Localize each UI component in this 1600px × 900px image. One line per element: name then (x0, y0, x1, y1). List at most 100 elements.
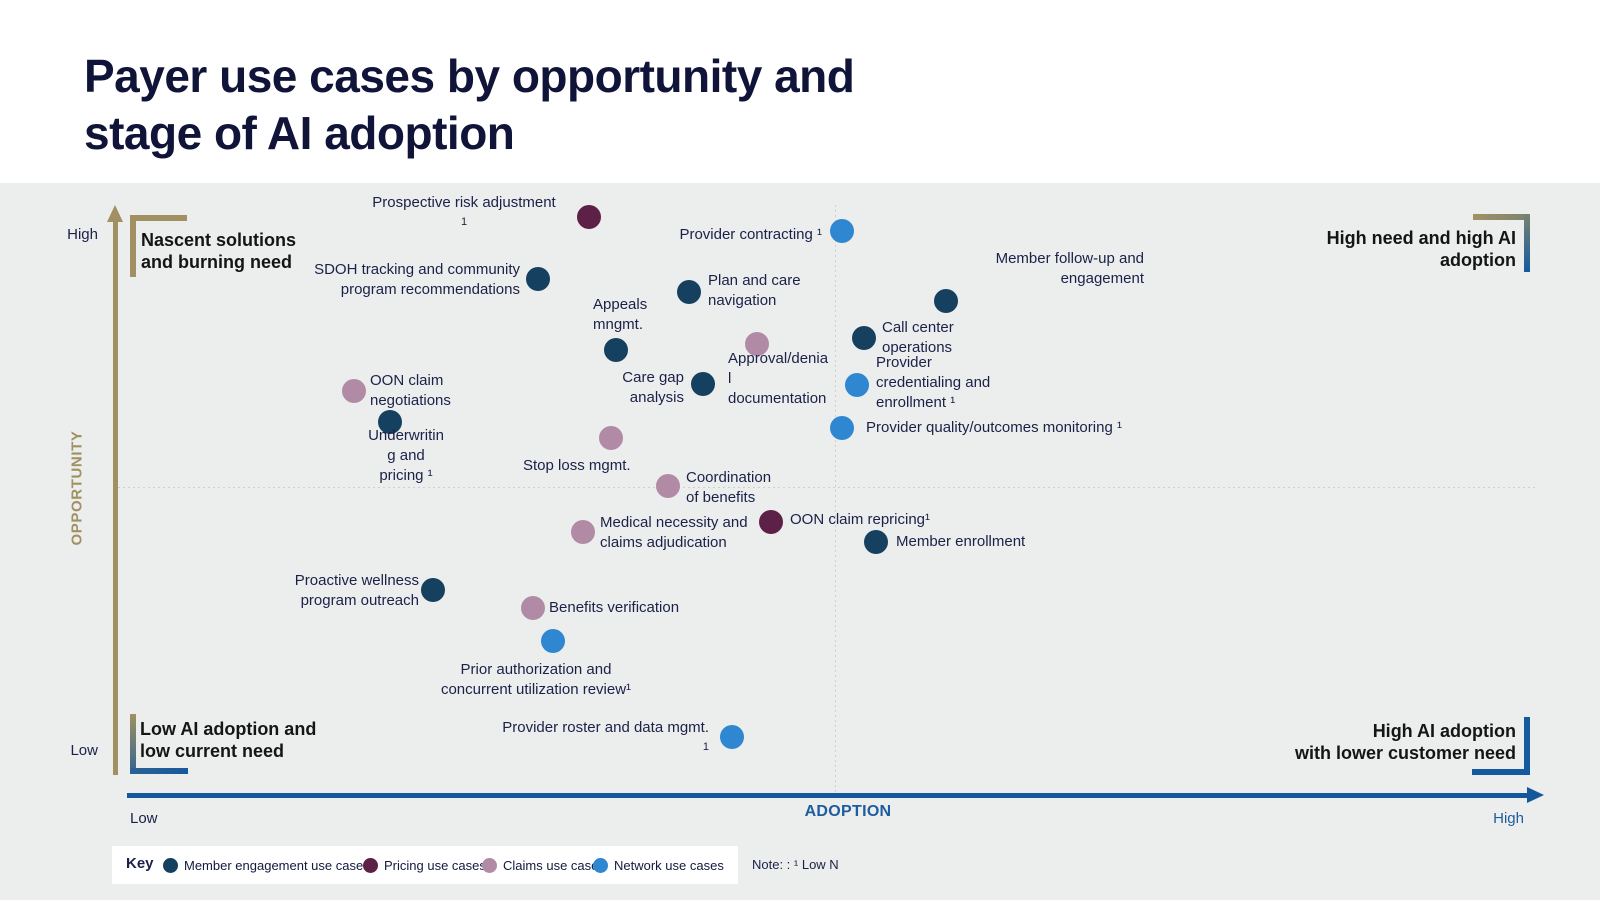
x-axis-title: ADOPTION (804, 803, 892, 820)
data-point-label-line: Medical necessity and (600, 514, 748, 531)
data-point-dot (720, 725, 744, 749)
data-point-label: Stop loss mgmt. (523, 456, 631, 476)
page-title-line-2: stage of AI adoption (84, 107, 515, 159)
data-point-dot (421, 578, 445, 602)
quadrant-label-line: low current need (140, 741, 285, 761)
data-point-label-line: pricing ¹ (379, 467, 433, 484)
data-point-label-line: program outreach (300, 592, 419, 609)
data-point-label-line: Provider roster and data mgmt. (502, 719, 709, 736)
data-point-dot (342, 379, 366, 403)
page-title: Payer use cases by opportunity and stage… (84, 48, 855, 162)
data-point-dot (656, 474, 680, 498)
data-point-label-line: analysis (629, 389, 684, 406)
claims-dot-icon (482, 857, 497, 873)
data-point-label-line: program recommendations (340, 281, 520, 298)
quadrant-label-line: with lower customer need (1294, 743, 1516, 763)
data-point-label: Proactive wellness program outreach (295, 571, 419, 611)
quadrant-label-line: Low AI adoption and (140, 719, 317, 739)
data-point-dot (599, 426, 623, 450)
data-point-dot (526, 267, 550, 291)
data-point-label: Medical necessity and claims adjudication (600, 513, 748, 553)
corner-bracket-bottom-left (130, 714, 136, 774)
legend-item-label: Pricing use cases (384, 857, 486, 873)
data-point-label-line: of benefits (686, 489, 756, 506)
data-point-label: Coordination of benefits (686, 468, 771, 508)
data-point-label: Plan and care navigation (708, 271, 801, 311)
footnote: Note: : ¹ Low N (752, 857, 839, 872)
data-point-label-line: Approval/denia (728, 350, 829, 367)
quadrant-label-bottom-right: High AI adoption with lower customer nee… (1295, 720, 1516, 764)
data-point-label-line: navigation (708, 292, 777, 309)
corner-bracket-top-left (130, 215, 187, 221)
corner-bracket-top-left (130, 215, 136, 277)
quadrant-label-line: High need and high AI (1326, 228, 1516, 248)
x-axis-line (127, 793, 1529, 798)
horizontal-gridline (118, 487, 1538, 488)
data-point-dot (378, 410, 402, 434)
legend-item-pricing: Pricing use cases (363, 846, 486, 884)
legend: Key Member engagement use cases Pricing … (112, 846, 738, 884)
data-point-label-line: Member follow-up and (995, 250, 1144, 267)
legend-item-claims: Claims use cases (482, 846, 605, 884)
corner-bracket-bottom-right (1472, 769, 1530, 775)
data-point-label-line: operations (882, 339, 953, 356)
data-point-label-line: enrollment ¹ (876, 394, 956, 411)
quadrant-label-line: High AI adoption (1372, 721, 1516, 741)
data-point-dot (759, 510, 783, 534)
data-point-label: Appeals mngmt. (593, 295, 647, 335)
data-point-label-line: 1 (702, 741, 709, 753)
data-point-label: Provider credentialing and enrollment ¹ (876, 353, 990, 413)
data-point-label: Provider quality/outcomes monitoring ¹ (866, 418, 1122, 438)
data-point-dot (934, 289, 958, 313)
data-point-label: Call center operations (882, 318, 954, 358)
x-axis-arrowhead-icon (1527, 787, 1544, 803)
y-axis-high-label: High (67, 226, 98, 243)
y-axis-line (113, 221, 118, 775)
corner-bracket-bottom-left (130, 768, 188, 774)
data-point-label: Care gap analysis (622, 368, 684, 408)
data-point-label-line: OON claim repricing¹ (790, 511, 931, 528)
data-point-label-line: Care gap (622, 369, 684, 386)
legend-title: Key (126, 855, 154, 872)
data-point-label: Approval/denia l documentation (728, 349, 828, 409)
data-point-label-line: Member enrollment (896, 533, 1026, 550)
data-point-label: OON claim repricing¹ (790, 510, 930, 530)
vertical-gridline (835, 205, 836, 795)
data-point-dot (677, 280, 701, 304)
data-point-label-line: SDOH tracking and community (314, 261, 520, 278)
data-point-dot (745, 332, 769, 356)
data-point-label-line: 1 (460, 216, 468, 228)
data-point-dot (521, 596, 545, 620)
data-point-label: Benefits verification (549, 598, 679, 618)
data-point-label: Member follow-up and engagement (996, 249, 1144, 289)
data-point-label-line: negotiations (370, 392, 451, 409)
corner-bracket-top-right (1524, 214, 1530, 272)
data-point-label-line: Provider contracting ¹ (679, 226, 822, 243)
data-point-label-line: engagement (1060, 270, 1144, 287)
corner-bracket-bottom-right (1524, 717, 1530, 775)
data-point-dot (571, 520, 595, 544)
quadrant-label-line: and burning need (141, 252, 292, 272)
data-point-label-line: Provider (876, 354, 932, 371)
legend-item-member-engagement: Member engagement use cases (163, 846, 370, 884)
data-point-label-line: Call center (882, 319, 954, 336)
quadrant-label-top-left: Nascent solutions and burning need (141, 229, 296, 273)
data-point-label-line: documentation (728, 390, 827, 407)
data-point-label: Prospective risk adjustment 1 (372, 193, 555, 231)
data-point-label: Provider contracting ¹ (679, 225, 822, 245)
data-point-label-line: Coordination (686, 469, 772, 486)
page-title-line-1: Payer use cases by opportunity and (84, 50, 855, 102)
plot-background (0, 183, 1600, 900)
data-point-label-line: Benefits verification (549, 599, 680, 616)
data-point-label-line: Prior authorization and (460, 661, 612, 678)
legend-item-label: Claims use cases (503, 857, 605, 873)
data-point-label-line: mngmt. (593, 316, 644, 333)
data-point-label-line: Plan and care (708, 272, 801, 289)
data-point-label-line: Appeals (593, 296, 648, 313)
data-point-label: Member enrollment (896, 532, 1025, 552)
quadrant-label-line: adoption (1440, 250, 1516, 270)
data-point-label-line: l (728, 370, 732, 387)
legend-item-label: Member engagement use cases (184, 857, 370, 873)
